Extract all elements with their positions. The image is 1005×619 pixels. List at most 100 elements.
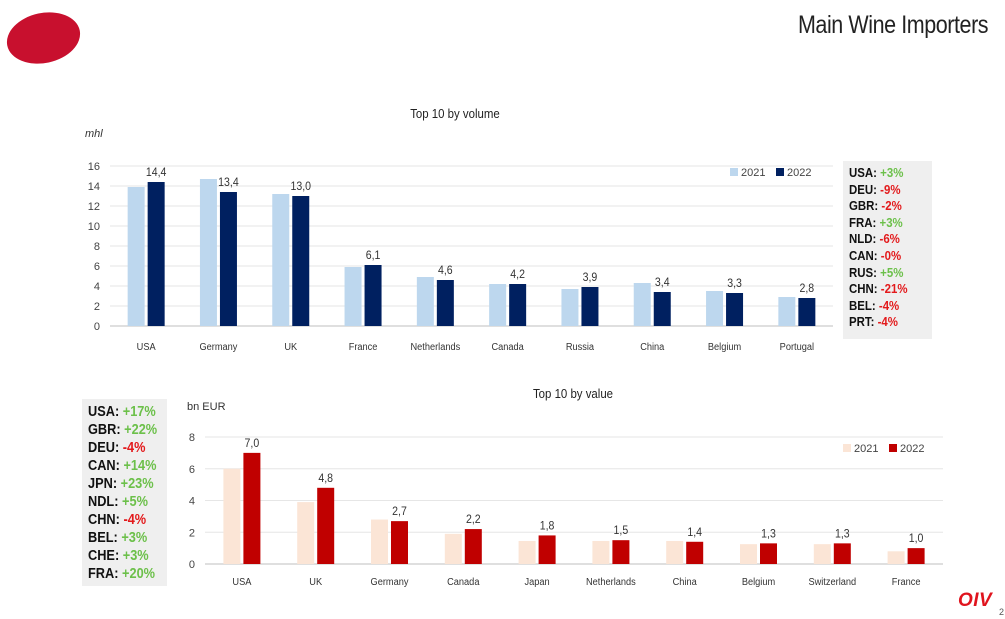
y-tick-label: 14: [88, 181, 100, 193]
bar-2022-belgium: [726, 293, 744, 326]
change-value: -9%: [880, 181, 901, 197]
legend-swatch-2022: [776, 168, 784, 176]
change-row-can: CAN: -0%: [849, 248, 917, 265]
x-tick-label: Netherlands: [410, 342, 460, 354]
change-row-can: CAN: +14%: [88, 457, 156, 475]
bar-2021-portugal: [778, 297, 796, 326]
y-tick-label: 0: [189, 559, 195, 571]
x-tick-label: Germany: [371, 577, 409, 589]
data-label: 14,4: [146, 166, 167, 179]
data-label: 1,4: [687, 526, 702, 539]
legend-swatch-2021: [843, 444, 851, 452]
country-code: USA: [88, 404, 115, 420]
bar-2022-germany: [391, 521, 408, 564]
change-row-bel: BEL: -4%: [849, 298, 917, 315]
change-row-fra: FRA: +3%: [849, 215, 917, 232]
y-tick-label: 8: [189, 432, 195, 444]
x-tick-label: USA: [232, 577, 251, 589]
x-tick-label: Canada: [447, 577, 480, 589]
data-label: 4,6: [438, 264, 453, 277]
x-tick-label: France: [892, 577, 921, 589]
x-tick-label: Portugal: [780, 342, 814, 354]
data-label: 1,5: [614, 525, 629, 538]
separator: :: [874, 198, 882, 214]
bar-2022-france: [364, 265, 382, 326]
separator: :: [112, 476, 121, 492]
chart-title: Top 10 by value: [533, 386, 613, 401]
change-row-gbr: GBR: +22%: [88, 421, 157, 439]
bar-2021-canada: [489, 284, 507, 326]
y-tick-label: 2: [94, 301, 100, 313]
country-code: JPN: [88, 476, 113, 492]
data-label: 4,2: [510, 268, 525, 281]
change-row-prt: PRT: -4%: [849, 314, 917, 331]
bar-2021-netherlands: [416, 277, 434, 326]
separator: :: [116, 422, 125, 438]
bar-2022-switzerland: [833, 543, 851, 564]
legend-swatch-2022: [889, 444, 897, 452]
separator: :: [114, 494, 123, 510]
country-code: FRA: [849, 214, 873, 230]
country-code: BEL: [88, 530, 114, 546]
change-value: -4%: [122, 440, 146, 456]
bar-2021-china: [633, 283, 651, 326]
bar-2022-china: [686, 541, 704, 564]
y-axis-label: bn EUR: [187, 401, 226, 413]
x-tick-label: China: [673, 577, 698, 589]
country-code: PRT: [849, 314, 871, 330]
change-value: +5%: [880, 264, 904, 280]
change-value: +14%: [123, 458, 157, 474]
change-value: -4%: [123, 512, 147, 528]
change-value: +20%: [122, 566, 156, 582]
bar-2022-japan: [538, 535, 556, 564]
separator: :: [871, 297, 879, 313]
separator: :: [873, 247, 881, 263]
country-code: USA: [849, 165, 874, 180]
change-value: +17%: [122, 404, 156, 420]
bar-2022-uk: [317, 487, 335, 564]
page-number: 2: [999, 607, 1005, 617]
separator: :: [873, 281, 881, 297]
bar-2021-germany: [371, 519, 388, 564]
country-code: CHE: [88, 548, 115, 564]
chart-1: Top 10 by value bn EUR 0 2 4 6 8 7,0 USA 4,8 UK 2,7…: [187, 386, 943, 588]
country-code: GBR: [849, 198, 875, 214]
country-code: BEL: [849, 297, 872, 313]
change-value: -4%: [877, 314, 898, 330]
bar-2021-netherlands: [592, 540, 610, 564]
x-tick-label: China: [640, 342, 665, 354]
change-value: +3%: [880, 165, 904, 180]
bar-2021-uk: [297, 502, 315, 564]
legend-swatch-2021: [730, 168, 738, 176]
change-row-usa: USA: +17%: [88, 403, 156, 421]
data-label: 13,0: [290, 180, 311, 193]
bar-2021-germany: [199, 179, 217, 326]
bar-2022-portugal: [798, 298, 816, 326]
chart-0: Top 10 by volume mhl 0 2 4 6 8 10 12 14 16 14,4 USA 1…: [85, 106, 833, 353]
change-row-usa: USA: +3%: [849, 165, 917, 182]
bar-2022-netherlands: [612, 540, 630, 564]
change-row-nld: NLD: -6%: [849, 231, 917, 248]
data-label: 13,4: [218, 176, 239, 189]
change-row-chn: CHN: -21%: [849, 281, 917, 298]
separator: :: [114, 548, 123, 564]
x-tick-label: Germany: [199, 342, 237, 354]
x-tick-label: Japan: [525, 577, 550, 589]
separator: :: [114, 404, 123, 420]
country-code: RUS: [849, 264, 874, 280]
x-tick-label: Canada: [491, 342, 524, 354]
change-row-deu: DEU: -4%: [88, 439, 152, 457]
bar-2021-china: [666, 540, 684, 564]
change-value: -2%: [881, 198, 902, 214]
data-label: 7,0: [245, 437, 260, 450]
x-tick-label: Belgium: [708, 342, 741, 354]
change-value: -4%: [878, 297, 900, 313]
bar-2021-canada: [444, 533, 462, 564]
x-tick-label: UK: [309, 577, 322, 589]
country-code: CAN: [88, 458, 116, 474]
bar-2021-russia: [561, 289, 579, 326]
change-value: +3%: [121, 530, 148, 546]
bar-2021-switzerland: [813, 544, 831, 564]
data-label: 3,9: [583, 271, 598, 284]
bar-2021-france: [344, 267, 362, 326]
